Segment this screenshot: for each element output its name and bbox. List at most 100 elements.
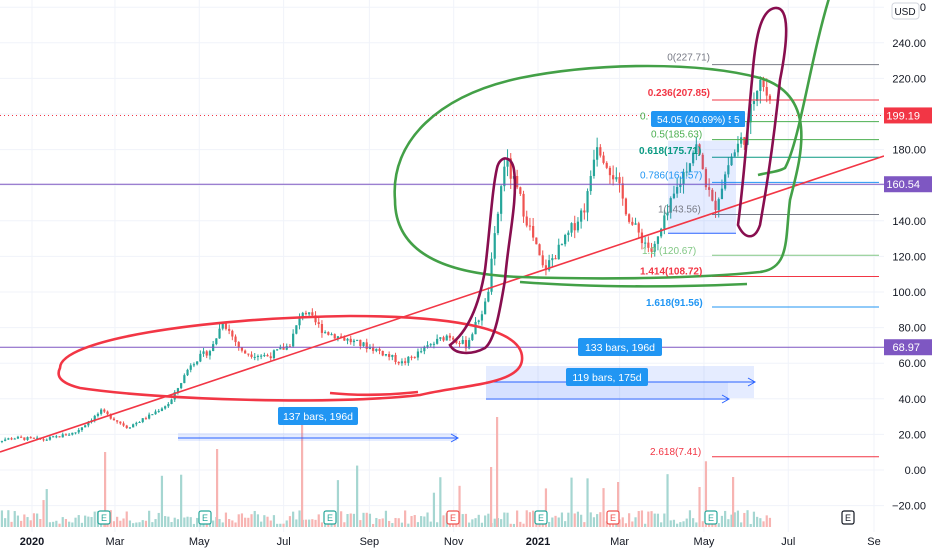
candle-body: [522, 193, 525, 217]
candle-body: [554, 258, 557, 260]
volume-bar: [388, 520, 391, 527]
candle-body: [644, 242, 647, 244]
candle-body: [125, 425, 128, 428]
time-tick-label: May: [694, 536, 715, 548]
fib-level-label: 0.5(185.63): [651, 130, 702, 141]
date-range-box-2[interactable]: [486, 382, 728, 400]
candle-body: [183, 375, 186, 384]
candle-body: [740, 137, 743, 144]
volume-bar: [624, 523, 628, 527]
candle-body: [608, 167, 612, 176]
candle-body: [650, 247, 653, 252]
candle-body: [458, 343, 461, 345]
volume-bar: [256, 514, 260, 527]
candle-body: [634, 223, 637, 225]
candle-body: [592, 159, 596, 176]
volume-bar: [682, 521, 685, 527]
candle-body: [71, 432, 74, 435]
volume-bar: [762, 521, 765, 527]
date-range-box-3[interactable]: [178, 433, 457, 441]
maroon-loop-1[interactable]: [448, 157, 517, 355]
volume-bar: [400, 522, 404, 527]
fib-level-label: 0.: [640, 112, 648, 123]
candle-body: [612, 175, 615, 180]
volume-bar: [61, 517, 64, 527]
volume-bar: [567, 512, 570, 527]
earnings-marker[interactable]: E: [841, 510, 855, 525]
fib-level-label: 0.236(207.85): [648, 88, 710, 99]
green-stroke-drawing[interactable]: [519, 280, 748, 288]
volume-bar: [272, 515, 276, 527]
volume-bar: [317, 514, 320, 527]
candle-body: [100, 409, 103, 414]
candle-body: [733, 152, 736, 157]
volume-bar: [685, 518, 688, 527]
price-range-label-bg2: [731, 111, 745, 127]
price-axis[interactable]: 260.00240.00220.00200.00180.00160.00140.…: [884, 0, 932, 550]
candle-body: [234, 336, 237, 343]
candle-body: [48, 437, 52, 440]
candle-body: [23, 437, 26, 440]
candle-body: [298, 316, 301, 326]
candle-body: [96, 413, 100, 416]
volume-bar: [692, 518, 695, 527]
earnings-marker[interactable]: E: [323, 510, 337, 525]
volume-bar: [650, 511, 653, 527]
candle-body: [663, 215, 666, 229]
volume-bar: [480, 522, 484, 527]
earnings-marker[interactable]: E: [97, 510, 111, 525]
fib-level-label: 0.786(161.57): [640, 170, 702, 181]
candle-body: [573, 223, 576, 231]
candle-body: [122, 423, 125, 426]
candle-body: [660, 228, 663, 237]
currency-button[interactable]: [891, 2, 920, 20]
earnings-marker[interactable]: E: [704, 510, 718, 525]
candle-body: [32, 437, 36, 439]
volume-bar: [116, 516, 119, 527]
candle-body: [84, 425, 87, 428]
earnings-marker[interactable]: E: [606, 510, 620, 525]
time-tick-label: Mar: [105, 536, 124, 548]
volume-bar: [704, 461, 708, 527]
candle-body: [570, 223, 573, 233]
earnings-marker[interactable]: E: [198, 510, 212, 525]
volume-bar: [58, 523, 61, 527]
current-price-tag-bg: [884, 107, 932, 124]
maroon-loop-2[interactable]: [736, 6, 788, 238]
red-circle-drawing[interactable]: [57, 314, 524, 402]
volume-bar: [394, 517, 397, 527]
earnings-marker-label: E: [450, 513, 456, 523]
volume-bar: [352, 513, 356, 527]
volume-bar: [189, 517, 192, 527]
candle-body: [272, 350, 276, 359]
candle-body: [68, 434, 71, 436]
red-stroke-drawing[interactable]: [329, 390, 419, 397]
volume-bar: [637, 511, 640, 527]
time-axis[interactable]: 2020 Mar May Jul Sep Nov 2021 Mar May Jul Se: [0, 532, 932, 550]
volume-bar: [154, 519, 157, 527]
volume-spike: [496, 417, 499, 527]
candle-body: [250, 354, 253, 357]
volume-bar: [676, 523, 679, 527]
earnings-marker[interactable]: E: [534, 510, 548, 525]
volume-bar: [759, 518, 762, 527]
volume-bar: [314, 519, 317, 527]
candle-body: [292, 333, 295, 347]
candle-body: [7, 438, 10, 440]
earnings-marker[interactable]: E: [446, 510, 460, 525]
candle-body: [695, 144, 698, 153]
volume-bar: [29, 520, 32, 527]
candle-body: [29, 437, 32, 439]
volume-bar: [474, 518, 477, 527]
volume-bar: [736, 510, 740, 527]
volume-bar: [42, 500, 45, 527]
green-circle-drawing[interactable]: [393, 64, 803, 280]
volume-bar: [672, 519, 676, 527]
green-arrow-drawing[interactable]: [757, 0, 830, 177]
candle-body: [500, 186, 503, 214]
candle-body: [192, 364, 196, 366]
trend-line[interactable]: [0, 155, 885, 453]
price-range-box[interactable]: [668, 140, 736, 234]
